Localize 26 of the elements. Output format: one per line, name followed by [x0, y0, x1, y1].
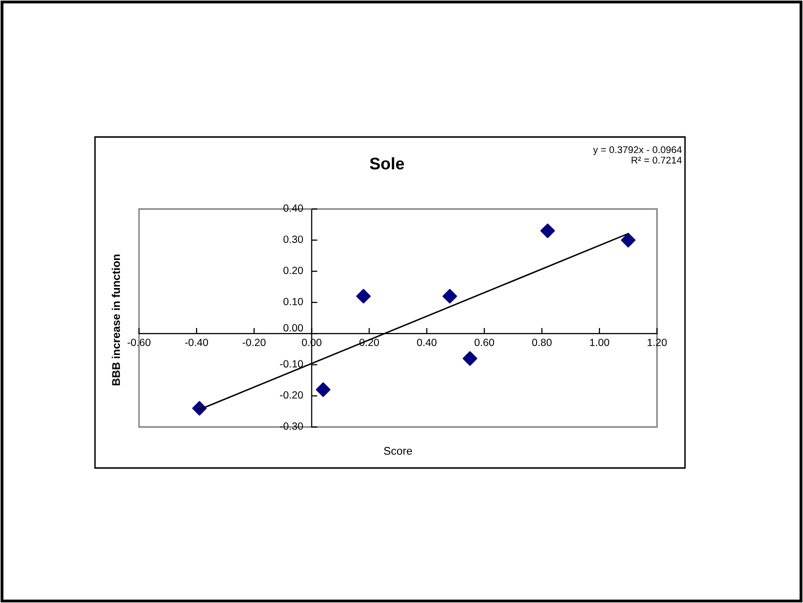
y-axis-title: BBB increase in function	[112, 254, 120, 386]
x-axis-title: Score	[384, 446, 412, 455]
point	[316, 382, 330, 397]
x-tick-label: 1.20	[648, 338, 667, 346]
x-tick-label: -0.40	[185, 338, 208, 346]
point	[620, 232, 636, 248]
text: y = 0.3792x - 0.0964 R² = 0.7214	[593, 146, 682, 164]
y-tick-label: -0.20	[280, 391, 303, 399]
point	[540, 224, 555, 238]
x-tick-label: 1.00	[590, 338, 610, 346]
chart-title: Sole	[370, 157, 404, 170]
y-tick-label: 0.00	[283, 324, 303, 332]
x-tick-label: 0.40	[417, 338, 437, 346]
y-tick-label: 0.40	[283, 204, 303, 212]
y-tick-label: 0.20	[283, 266, 303, 274]
x-tick-label: 0.80	[532, 338, 552, 346]
y-tick-label: 0.30	[283, 236, 303, 243]
y-tick-label: -0.30	[280, 422, 303, 430]
y-tick-label: 0.10	[283, 298, 303, 306]
point	[462, 351, 478, 366]
x-tick-label: -0.60	[128, 338, 150, 346]
point	[356, 288, 371, 304]
x-tick-label: -0.20	[242, 338, 266, 346]
y-tick-label: -0.10	[280, 360, 303, 368]
point	[442, 288, 458, 304]
x-tick-label: 0.60	[474, 338, 494, 346]
